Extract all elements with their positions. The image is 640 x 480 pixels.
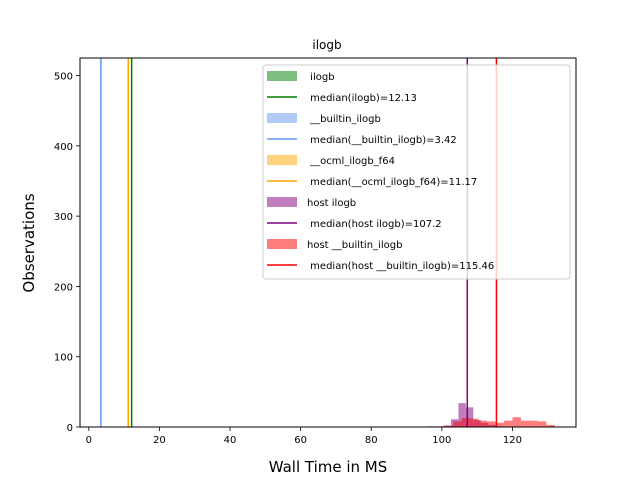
- legend-label: host ilogb: [307, 198, 356, 209]
- y-axis-ticks: 0 100 200 300 400 500: [54, 72, 80, 434]
- legend-label: median(host ilogb)=107.2: [307, 219, 442, 230]
- y-tick-label: 500: [54, 72, 73, 83]
- legend-entry: median(host ilogb)=107.2: [267, 219, 442, 230]
- legend-entry: host __builtin_ilogb: [267, 239, 402, 251]
- y-tick-label: 0: [67, 423, 73, 434]
- legend-entry: median(__builtin_ilogb)=3.42: [267, 135, 457, 146]
- hist-bar: [461, 417, 471, 427]
- legend-entry: median(ilogb)=12.13: [267, 93, 417, 104]
- hist-bar: [458, 403, 466, 427]
- x-axis-label: Wall Time in MS: [269, 458, 388, 476]
- legend-entry: median(host __builtin_ilogb)=115.46: [267, 261, 494, 272]
- legend-entry: median(__ocml_ilogb_f64)=11.17: [267, 177, 477, 188]
- plot-frame: [79, 57, 577, 428]
- y-tick-label: 400: [54, 142, 73, 153]
- legend-swatch: [267, 155, 297, 165]
- x-tick-label: 120: [503, 435, 522, 446]
- y-tick-label: 300: [54, 212, 73, 223]
- legend-label: median(ilogb)=12.13: [307, 93, 417, 104]
- histogram-bars: [427, 403, 555, 427]
- y-tick-label: 100: [54, 353, 73, 364]
- hist-bar: [520, 420, 530, 427]
- legend-box: [262, 64, 571, 280]
- chart-title: ilogb: [312, 38, 341, 52]
- x-tick-label: 80: [365, 435, 378, 446]
- hist-bar: [529, 420, 538, 427]
- hist-bar: [503, 420, 513, 427]
- hist-bar: [546, 424, 555, 427]
- x-tick-label: 0: [86, 435, 92, 446]
- legend-entry: __builtin_ilogb: [267, 113, 381, 125]
- legend-swatch: [267, 197, 297, 207]
- legend-swatch: [267, 71, 297, 81]
- legend: ilogb median(ilogb)=12.13 __builtin_ilog…: [262, 64, 571, 280]
- legend-swatch: [267, 239, 297, 249]
- y-axis-label: Observations: [20, 193, 38, 292]
- legend-entry: __ocml_ilogb_f64: [267, 155, 395, 167]
- hist-bar: [537, 421, 547, 427]
- legend-label: median(__builtin_ilogb)=3.42: [307, 135, 457, 146]
- legend-entry: ilogb: [267, 71, 335, 83]
- x-axis-ticks: 0 20 40 60 80 100 120: [86, 427, 522, 446]
- legend-label: median(host __builtin_ilogb)=115.46: [307, 261, 494, 272]
- legend-swatch: [267, 113, 297, 123]
- hist-bar: [487, 421, 496, 427]
- legend-label: __builtin_ilogb: [307, 114, 381, 125]
- hist-bar: [444, 425, 454, 427]
- hist-bar: [512, 417, 521, 427]
- legend-label: ilogb: [307, 72, 335, 83]
- hist-bar: [470, 418, 479, 427]
- hist-bar: [495, 422, 504, 427]
- x-tick-label: 60: [294, 435, 307, 446]
- x-tick-label: 100: [432, 435, 451, 446]
- y-tick-label: 200: [54, 282, 73, 293]
- legend-label: __ocml_ilogb_f64: [307, 156, 395, 167]
- x-tick-label: 40: [224, 435, 237, 446]
- legend-entry: host ilogb: [267, 197, 356, 209]
- hist-bar: [478, 420, 488, 427]
- legend-label: host __builtin_ilogb: [307, 240, 402, 251]
- hist-bar: [453, 421, 462, 427]
- x-tick-label: 20: [153, 435, 166, 446]
- legend-label: median(__ocml_ilogb_f64)=11.17: [307, 177, 477, 188]
- hist-bar: [465, 407, 474, 427]
